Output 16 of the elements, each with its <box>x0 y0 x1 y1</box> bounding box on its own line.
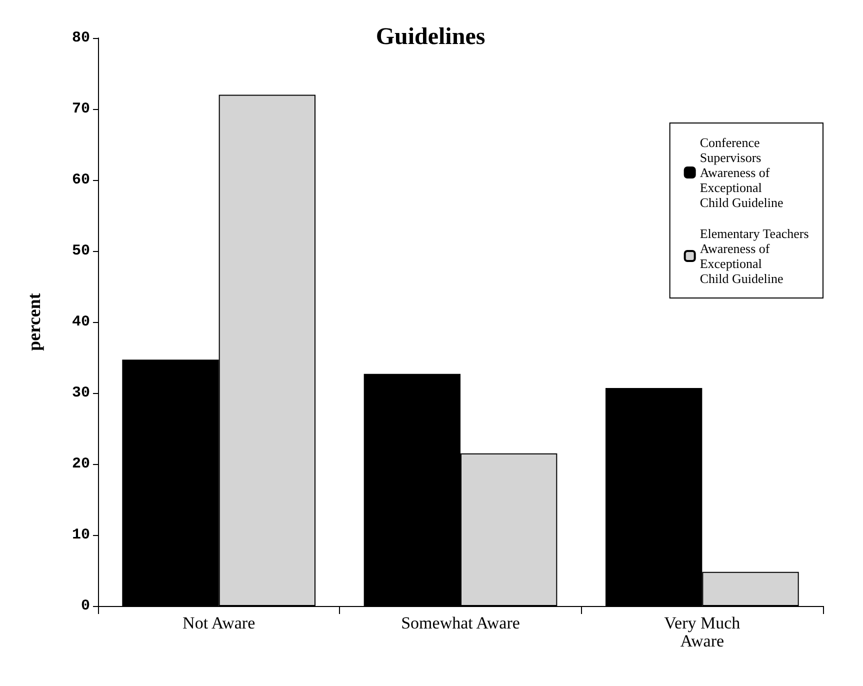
y-tick-label: 40 <box>72 314 90 330</box>
x-tick-label: Not Aware <box>182 614 256 632</box>
y-tick-label: 60 <box>72 172 90 188</box>
x-tick-label: Somewhat Aware <box>401 614 520 632</box>
y-tick-label: 50 <box>72 242 90 260</box>
chart-title: Guidelines <box>376 24 486 50</box>
legend-label: Elementary Teachers Awareness of Exceptional Child Guideline <box>700 226 809 286</box>
y-tick-label: 70 <box>72 100 90 118</box>
y-tick-label: 0 <box>80 598 90 614</box>
y-tick-label: 20 <box>72 456 90 472</box>
y-tick-label: 80 <box>72 30 90 46</box>
x-tick-label: Very Much Aware <box>664 614 741 650</box>
y-tick-label: 30 <box>72 384 90 402</box>
y-tick-label: 10 <box>72 526 90 544</box>
y-axis-title: percent <box>24 293 44 351</box>
legend-label: Conference Supervisors Awareness of Exceptional Child Guideline <box>700 135 784 210</box>
